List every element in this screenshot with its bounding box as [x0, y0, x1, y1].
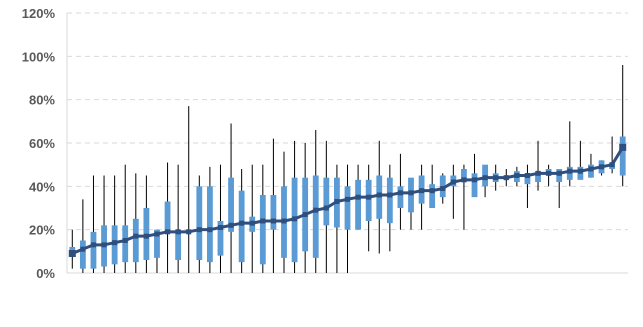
median-marker — [397, 190, 403, 196]
median-marker — [122, 238, 128, 243]
median-marker — [323, 205, 329, 211]
median-marker — [619, 143, 627, 151]
box — [397, 186, 404, 208]
box — [524, 173, 531, 185]
median-marker — [535, 170, 541, 176]
median-marker — [260, 218, 266, 224]
median-marker — [524, 173, 530, 178]
median-marker — [546, 170, 552, 176]
box — [619, 136, 626, 176]
median-marker — [334, 199, 340, 204]
median-marker — [302, 212, 308, 217]
box — [344, 186, 351, 230]
box — [154, 229, 160, 258]
median-line-layer — [68, 143, 627, 257]
median-marker — [186, 229, 192, 235]
median-marker — [80, 246, 86, 252]
y-tick-label: 20% — [29, 223, 55, 238]
median-marker — [101, 242, 107, 248]
median-marker — [270, 218, 276, 224]
box — [122, 225, 129, 263]
median-marker — [355, 194, 361, 200]
median-marker — [165, 229, 171, 235]
box — [365, 179, 372, 221]
box — [196, 186, 203, 260]
median-marker — [482, 175, 488, 181]
median-marker — [472, 177, 478, 183]
box — [386, 177, 393, 224]
median-marker — [376, 192, 382, 198]
median-marker — [175, 229, 181, 235]
median-marker — [90, 242, 96, 248]
median-marker — [503, 175, 509, 181]
median-marker — [228, 222, 234, 228]
box — [175, 229, 182, 260]
median-marker — [133, 233, 139, 239]
median-marker — [514, 173, 520, 178]
box — [461, 169, 467, 182]
median-marker — [196, 227, 202, 233]
median-marker — [440, 186, 446, 191]
median-marker — [143, 233, 149, 239]
median-marker — [588, 166, 594, 172]
box — [471, 173, 478, 198]
median-marker — [387, 192, 393, 198]
y-tick-label: 40% — [29, 179, 55, 194]
median-marker — [556, 170, 562, 176]
median-marker — [249, 220, 255, 226]
box — [270, 195, 277, 230]
y-tick-label: 0% — [36, 266, 55, 281]
median-marker — [292, 216, 298, 222]
median-marker — [154, 231, 160, 237]
median-marker — [408, 190, 414, 196]
median-marker — [599, 164, 605, 170]
median-marker — [577, 168, 583, 174]
median-marker — [217, 225, 223, 230]
median-marker — [281, 218, 287, 224]
y-tick-label: 100% — [22, 49, 56, 64]
y-tick-labels: 0% 20% 40% 60% 80% 100% 120% — [22, 6, 56, 281]
box — [238, 190, 245, 263]
median-marker — [112, 240, 118, 246]
y-tick-label: 60% — [29, 136, 55, 151]
box — [132, 218, 139, 263]
box — [206, 186, 213, 263]
box — [228, 177, 234, 232]
box — [259, 195, 266, 265]
median-marker — [429, 188, 435, 194]
box — [217, 221, 224, 256]
y-tick-label: 120% — [22, 6, 56, 21]
median-marker — [450, 179, 456, 185]
box — [323, 177, 330, 226]
box — [535, 171, 541, 182]
median-marker — [461, 177, 467, 183]
box — [429, 184, 436, 208]
median-marker — [239, 220, 245, 226]
median-marker — [493, 175, 499, 181]
median-marker — [68, 250, 76, 257]
box — [79, 240, 86, 269]
box — [312, 175, 319, 258]
median-marker — [609, 162, 615, 168]
median-marker — [207, 227, 213, 233]
median-marker — [366, 194, 372, 200]
box — [164, 201, 171, 232]
median-marker — [419, 188, 425, 194]
y-tick-label: 80% — [29, 93, 55, 108]
median-marker — [567, 168, 573, 174]
median-marker — [345, 196, 350, 202]
median-marker — [313, 207, 319, 213]
box — [355, 179, 361, 230]
box — [90, 231, 97, 269]
